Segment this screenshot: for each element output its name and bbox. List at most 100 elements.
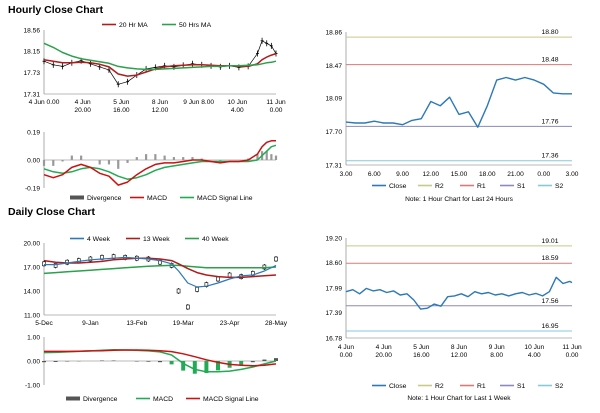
daily-week-x-tick-label: 20.00 <box>375 352 392 359</box>
daily-week-close-line <box>345 276 573 310</box>
hourly-macd-y-tick-label: 0.19 <box>27 129 40 136</box>
daily-price-y-tick-label: 17.00 <box>23 264 40 271</box>
hourly-section-title: Hourly Close Chart <box>8 4 104 16</box>
daily-price-y-tick-label: 14.00 <box>23 288 40 295</box>
daily-week-y-tick-label: 17.99 <box>325 285 342 292</box>
hourly-24h-legend-s2-label: S2 <box>555 183 564 190</box>
hourly-price-x-tick-label: 9 Jun 8.00 <box>183 99 214 106</box>
hourly-price-x-tick-label: 5 Jun <box>113 99 129 106</box>
daily-legend-40week-label: 40 Week <box>202 236 229 243</box>
hourly-price-x-tick-label: 8 Jun <box>152 99 168 106</box>
hourly-24h-legend-r1-label: R1 <box>477 183 486 190</box>
daily-week-legend-r2-label: R2 <box>435 383 444 390</box>
daily-week-x-tick-label: 8 Jun <box>451 344 467 351</box>
hourly-signal-line <box>43 144 277 180</box>
hourly-legend-ma50-label: 50 Hrs MA <box>179 22 212 29</box>
daily-week-x-tick-label: 4 Jun <box>376 344 392 351</box>
daily-week-x-tick-label: 12.00 <box>451 352 468 359</box>
hourly-24h-x-tick-label: 12.00 <box>422 171 439 178</box>
daily-price-candle <box>274 256 278 262</box>
daily-macd-legend-macd-label: MACD <box>153 396 173 403</box>
hourly-24h-y-tick-label: 18.86 <box>325 29 342 36</box>
hourly-ma50-line <box>43 42 277 71</box>
daily-week-level-r2-label: 19.01 <box>541 238 558 245</box>
hourly-24h-legend-r2-label: R2 <box>435 183 444 190</box>
daily-week-x-tick-label: 9 Jun <box>489 344 505 351</box>
daily-macd-y-tick-label: 0.00 <box>27 358 40 365</box>
hourly-ma20-line <box>43 52 277 77</box>
hourly-24h-close-line <box>345 76 572 128</box>
hourly-macd-legend-signal-label: MACD Signal Line <box>197 195 253 202</box>
hourly-24h-x-tick-label: 0.00 <box>537 171 550 178</box>
hourly-macd-legend-divergence-label: Divergence <box>87 195 122 202</box>
hourly-24h-note: Note: 1 Hour Chart for Last 24 Hours <box>405 196 513 203</box>
hourly-price-x-tick-label: 20.00 <box>74 107 91 114</box>
hourly-legend-ma20-label: 20 Hr MA <box>119 22 148 29</box>
daily-week-x-tick-label: 8.00 <box>490 352 503 359</box>
daily-week-y-tick-label: 18.60 <box>325 260 342 267</box>
daily-week-y-tick-label: 16.78 <box>325 335 342 342</box>
hourly-price-x-tick-label: 12.00 <box>152 107 169 114</box>
hourly-price-x-tick-label: 4 Jun <box>75 99 91 106</box>
hourly-price-x-tick-label: 4 Jun 0.00 <box>29 99 60 106</box>
daily-signal-line <box>44 349 277 367</box>
hourly-24h-level-s1-label: 17.76 <box>541 118 558 125</box>
daily-price-candle <box>195 287 199 292</box>
daily-macd-legend-signal-label: MACD Signal Line <box>203 396 259 403</box>
daily-price-x-tick-label: 19-Mar <box>173 320 195 327</box>
hourly-24h-x-tick-label: 6.00 <box>368 171 381 178</box>
hourly-24h-x-tick-label: 15.00 <box>451 171 468 178</box>
daily-ma40-line <box>43 264 277 275</box>
daily-price-x-tick-label: 23-Apr <box>220 320 241 327</box>
daily-price-y-tick-label: 11.00 <box>24 312 40 319</box>
hourly-price-x-tick-label: 11 Jun <box>266 99 286 106</box>
hourly-macd-legend-divergence-swatch <box>70 195 84 200</box>
daily-legend-4week-label: 4 Week <box>87 236 111 243</box>
daily-price-candle <box>216 276 220 282</box>
hourly-price-x-tick-label: 16.00 <box>113 107 130 114</box>
daily-week-legend-s2-label: S2 <box>555 383 564 390</box>
daily-macd-y-tick-label: 1.00 <box>27 334 40 341</box>
daily-price-y-tick-label: 20.00 <box>23 240 40 247</box>
hourly-24h-y-tick-label: 18.09 <box>325 95 342 102</box>
hourly-24h-x-tick-label: 18.00 <box>479 171 496 178</box>
daily-price-x-tick-label: 28-May <box>265 320 288 327</box>
daily-price-x-tick-label: 13-Feb <box>126 320 147 327</box>
daily-macd-legend-divergence-swatch <box>66 396 80 401</box>
daily-week-legend-r1-label: R1 <box>477 383 486 390</box>
daily-ma4-line <box>44 256 277 288</box>
daily-week-level-s1-label: 17.56 <box>541 298 558 305</box>
daily-week-x-tick-label: 10 Jun <box>524 344 544 351</box>
daily-week-level-s2-label: 16.95 <box>541 323 558 330</box>
hourly-macd-y-tick-label: 0.00 <box>27 157 40 164</box>
daily-macd-legend-divergence-label: Divergence <box>83 396 118 403</box>
hourly-24h-x-tick-label: 3.00 <box>566 171 579 178</box>
daily-legend-13week-label: 13 Week <box>143 236 170 243</box>
hourly-price-y-tick-label: 18.15 <box>23 48 40 55</box>
hourly-24h-level-r2-label: 18.80 <box>541 29 558 36</box>
hourly-24h-level-r1-label: 18.48 <box>541 57 558 64</box>
hourly-24h-y-tick-label: 17.70 <box>325 129 342 136</box>
daily-price-candle <box>42 261 46 267</box>
daily-week-x-tick-label: 4 Jun <box>338 344 354 351</box>
daily-week-y-tick-label: 17.39 <box>325 310 342 317</box>
daily-week-note: Note: 1 Hour Chart for Last 1 Week <box>407 395 511 402</box>
hourly-24h-x-tick-label: 3.00 <box>340 171 353 178</box>
daily-price-candle <box>53 263 58 268</box>
hourly-price-y-tick-label: 17.73 <box>23 70 40 77</box>
daily-price-candle <box>88 256 93 262</box>
hourly-24h-legend-s1-label: S1 <box>517 183 526 190</box>
daily-price-x-tick-label: 9-Jan <box>82 320 99 327</box>
daily-week-x-tick-label: 4.00 <box>528 352 541 359</box>
daily-week-legend-s1-label: S1 <box>517 383 526 390</box>
daily-price-x-tick-label: 5-Dec <box>35 320 53 327</box>
daily-price-candle <box>227 272 232 278</box>
daily-price-candle <box>186 304 190 310</box>
hourly-24h-legend-close-label: Close <box>389 183 407 190</box>
daily-macd-y-tick-label: -1.00 <box>25 382 40 389</box>
daily-week-y-tick-label: 19.20 <box>325 235 342 242</box>
daily-price-candle <box>176 288 181 294</box>
hourly-price-x-tick-label: 0.00 <box>270 107 283 114</box>
daily-week-x-tick-label: 11 Jun <box>562 344 582 351</box>
